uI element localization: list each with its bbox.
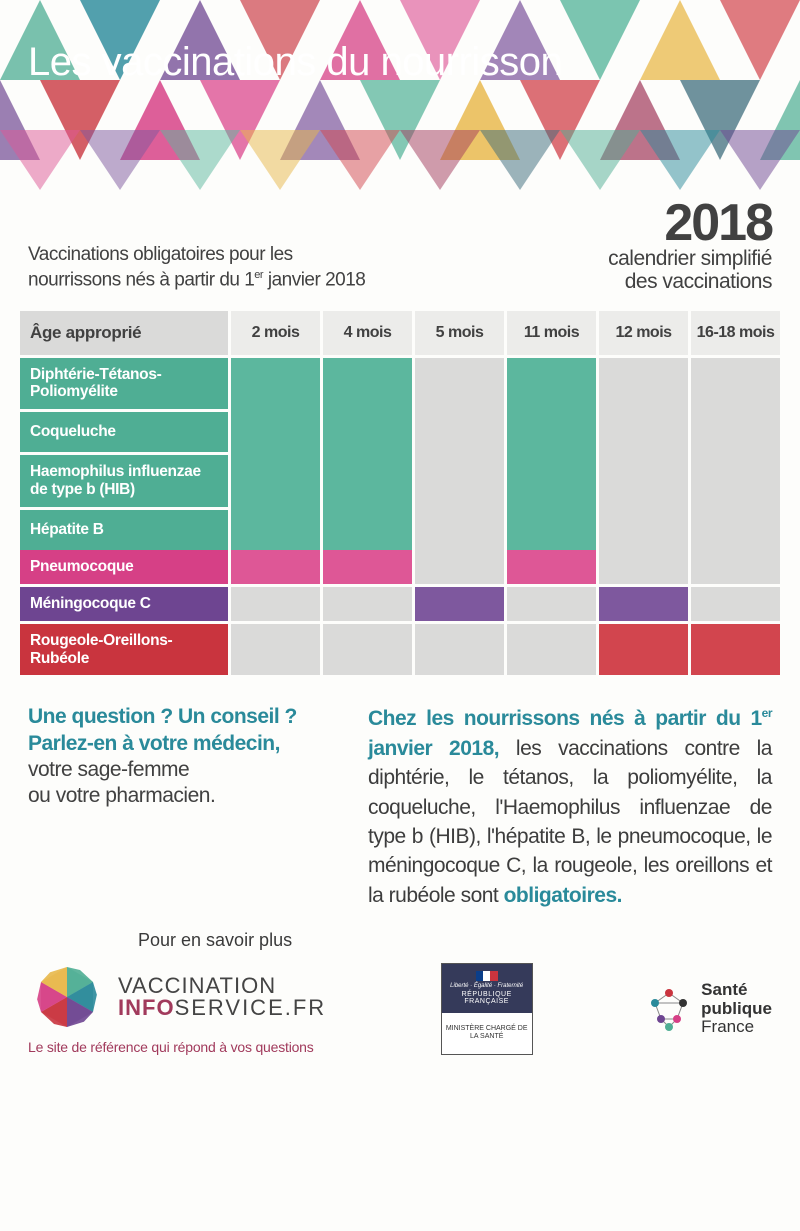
schedule-cell xyxy=(691,358,780,550)
schedule-cell xyxy=(507,587,596,621)
min-lef: Liberté · Égalité · Fraternité xyxy=(450,983,523,989)
question-line: ou votre pharmacien. xyxy=(28,783,328,809)
vaccine-label: Coqueluche xyxy=(20,412,228,452)
spf-text: Santé publique France xyxy=(701,981,772,1037)
french-flag-icon xyxy=(476,971,498,981)
subhead-line2b: janvier 2018 xyxy=(263,269,365,290)
vaccine-label: Méningocoque C xyxy=(20,587,228,621)
table-header-row: Âge approprié 2 mois 4 mois 5 mois 11 mo… xyxy=(20,311,780,355)
advice-column: Une question ? Un conseil ? Parlez-en à … xyxy=(28,704,328,910)
ror-row: Rougeole-Oreillons-Rubéole xyxy=(20,624,780,676)
vaccination-info-logo: VACCINATION INFOSERVICE.FR xyxy=(28,963,326,1031)
schedule-cell xyxy=(415,358,504,550)
spf-l1: Santé xyxy=(701,981,772,1000)
schedule-cell xyxy=(323,550,412,584)
vis-line2: INFOSERVICE.FR xyxy=(118,997,326,1019)
schedule-cell xyxy=(599,550,688,584)
schedule-cell xyxy=(323,358,412,550)
vis-info: INFO xyxy=(118,995,175,1020)
header-label: Âge approprié xyxy=(20,311,228,355)
schedule-cell xyxy=(507,624,596,676)
year-sub2: des vaccinations xyxy=(608,270,772,293)
question-line: votre sage-femme xyxy=(28,757,328,783)
vaccine-label: Diphtérie-Tétanos-Poliomyélite xyxy=(20,358,228,410)
age-col: 16-18 mois xyxy=(691,311,780,355)
schedule-cell xyxy=(691,550,780,584)
question-line: Parlez-en à votre médecin, xyxy=(28,731,328,757)
schedule-cell xyxy=(231,550,320,584)
schedule-cell xyxy=(323,587,412,621)
spf-dots-icon xyxy=(647,987,691,1031)
subheader: Vaccinations obligatoires pour les nourr… xyxy=(0,190,800,311)
subhead-sup: er xyxy=(254,269,263,281)
vaccination-table: Âge approprié 2 mois 4 mois 5 mois 11 mo… xyxy=(20,311,780,675)
min-rf: RÉPUBLIQUE FRANÇAISE xyxy=(442,991,532,1005)
min-top: Liberté · Égalité · Fraternité RÉPUBLIQU… xyxy=(442,964,532,1013)
schedule-cell xyxy=(599,624,688,676)
triangle-background xyxy=(0,0,800,190)
schedule-cell xyxy=(415,587,504,621)
row-cells xyxy=(231,550,780,584)
subhead-line2a: nourrissons nés à partir du 1 xyxy=(28,269,254,290)
tagline: Le site de référence qui répond à vos qu… xyxy=(28,1039,326,1055)
schedule-cell xyxy=(691,624,780,676)
age-col: 11 mois xyxy=(507,311,596,355)
question-line: Une question ? Un conseil ? xyxy=(28,704,328,730)
group1-cells xyxy=(231,358,780,550)
group1-row: Diphtérie-Tétanos-Poliomyélite Coqueluch… xyxy=(20,358,780,550)
schedule-cell xyxy=(507,550,596,584)
meningocoque-row: Méningocoque C xyxy=(20,587,780,621)
row-cells xyxy=(231,624,780,676)
subhead-line1: Vaccinations obligatoires pour les xyxy=(28,244,293,265)
vaccine-label: Haemophilus influenzae de type b (HIB) xyxy=(20,455,228,507)
subhead-left: Vaccinations obligatoires pour les nourr… xyxy=(28,243,365,293)
vaccine-label: Pneumocoque xyxy=(20,550,228,584)
mandatory-text: Chez les nourrissons nés à partir du 1er… xyxy=(368,704,772,910)
footer-row: VACCINATION INFOSERVICE.FR Le site de ré… xyxy=(28,963,772,1055)
spf-l3: France xyxy=(701,1018,772,1037)
lead-sup: er xyxy=(762,706,772,720)
age-col: 5 mois xyxy=(415,311,504,355)
vaccine-label: Rougeole-Oreillons-Rubéole xyxy=(20,624,228,676)
savoir-plus: Pour en savoir plus xyxy=(138,930,772,951)
age-col: 12 mois xyxy=(599,311,688,355)
header-banner: Les vaccinations du nourrisson xyxy=(0,0,800,190)
schedule-cell xyxy=(599,587,688,621)
year-sub1: calendrier simplifié xyxy=(608,247,772,270)
schedule-cell xyxy=(231,624,320,676)
ministere-logo: Liberté · Égalité · Fraternité RÉPUBLIQU… xyxy=(441,963,533,1055)
row-cells xyxy=(231,587,780,621)
vis-svc: SERVICE.FR xyxy=(175,995,327,1020)
main-body: les vaccinations contre la diphtérie, le… xyxy=(368,737,772,907)
sante-publique-logo: Santé publique France xyxy=(647,981,772,1037)
vis-text: VACCINATION INFOSERVICE.FR xyxy=(118,975,326,1019)
schedule-cell xyxy=(691,587,780,621)
min-bot: MINISTÈRE CHARGÉ DE LA SANTÉ xyxy=(442,1013,532,1054)
obligatoires: obligatoires. xyxy=(504,884,622,907)
page-title: Les vaccinations du nourrisson xyxy=(28,40,562,85)
schedule-cell xyxy=(231,358,320,550)
vaccine-label: Hépatite B xyxy=(20,510,228,550)
vis-block: VACCINATION INFOSERVICE.FR Le site de ré… xyxy=(28,963,326,1055)
spf-l2: publique xyxy=(701,1000,772,1019)
year: 2018 xyxy=(608,200,772,247)
schedule-cell xyxy=(599,358,688,550)
schedule-cell xyxy=(323,624,412,676)
footer: Pour en savoir plus VACCINATION INFOSERV… xyxy=(0,920,800,1085)
schedule-cell xyxy=(415,624,504,676)
body-text: Une question ? Un conseil ? Parlez-en à … xyxy=(0,678,800,920)
schedule-cell xyxy=(415,550,504,584)
subhead-right: 2018 calendrier simplifié des vaccinatio… xyxy=(608,200,772,293)
schedule-cell xyxy=(231,587,320,621)
hexagon-logo-icon xyxy=(28,963,106,1031)
age-col: 2 mois xyxy=(231,311,320,355)
lead-a: Chez les nourrissons nés à partir du 1 xyxy=(368,707,762,730)
group1-labels: Diphtérie-Tétanos-Poliomyélite Coqueluch… xyxy=(20,358,228,550)
vis-line1: VACCINATION xyxy=(118,975,326,997)
schedule-cell xyxy=(507,358,596,550)
age-col: 4 mois xyxy=(323,311,412,355)
lead-b: janvier 2018, xyxy=(368,737,516,760)
pneumocoque-row: Pneumocoque xyxy=(20,550,780,584)
